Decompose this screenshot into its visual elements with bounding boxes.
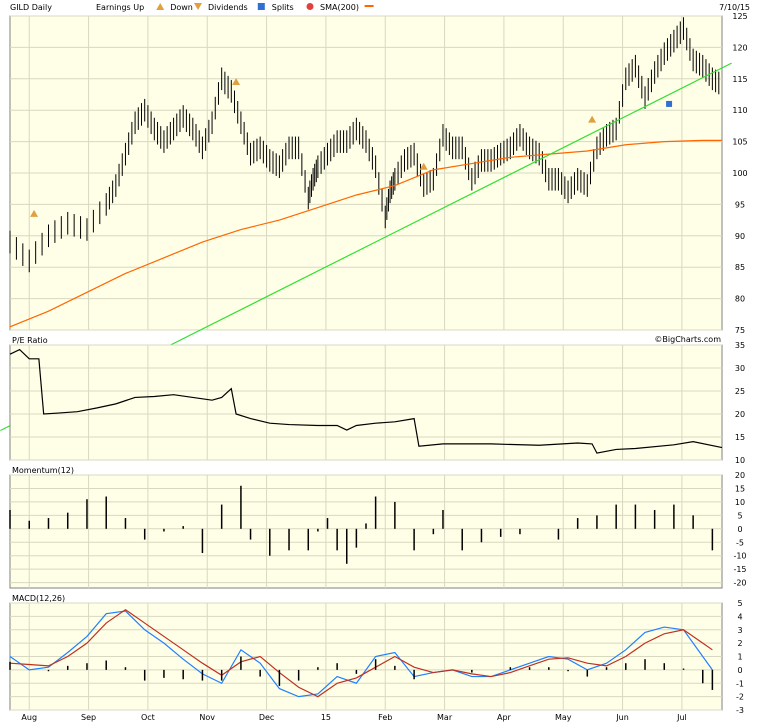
x-tick-label: Apr [497, 713, 512, 722]
x-tick-label: Oct [141, 713, 155, 722]
y-tick-label: 110 [732, 106, 747, 115]
y-tick-label: 15 [735, 433, 745, 442]
y-tick-label: -3 [736, 706, 744, 715]
earnings-up-icon [30, 209, 39, 217]
line-swatch-icon [364, 5, 374, 7]
panel-title: Momentum(12) [12, 466, 74, 475]
y-tick-label: 80 [735, 295, 745, 304]
y-tick-label: 105 [732, 138, 747, 147]
x-tick-label: Nov [199, 713, 215, 722]
legend-label: Dividends [208, 3, 248, 12]
legend-label: Down [170, 3, 193, 12]
y-tick-label: -20 [733, 579, 746, 588]
y-tick-label: 1 [737, 653, 742, 662]
y-tick-label: 120 [732, 43, 747, 52]
y-tick-label: 95 [735, 200, 745, 209]
panel-momentum: -20 -15 -10 -5 0 5 10 15 20 Momentum(12) [9, 466, 747, 589]
x-tick-label: Feb [378, 713, 392, 722]
panel-title: P/E Ratio [12, 336, 48, 345]
y-tick-label: -15 [733, 565, 746, 574]
legend-label: SMA(200) [320, 3, 359, 12]
y-tick-label: 125 [732, 12, 747, 21]
earnings-up-icon [232, 77, 241, 85]
earnings-up-icon [419, 162, 428, 170]
y-tick-label: 90 [735, 232, 745, 241]
y-tick-label: 3 [737, 626, 742, 635]
legend-label: Earnings Up [96, 3, 144, 12]
y-tick-label: 15 [735, 484, 745, 493]
y-tick-label: 100 [732, 169, 747, 178]
s-circle-icon [306, 3, 314, 10]
panel-background [9, 344, 723, 461]
y-tick-label: 25 [735, 387, 745, 396]
watermark-text: ©BigCharts.com [654, 335, 721, 344]
y-tick-label: -5 [736, 538, 744, 547]
legend-label: Splits [272, 3, 294, 12]
legend: Earnings Up Down Dividends Splits SMA(200) [96, 3, 374, 12]
panel-title: MACD(12,26) [12, 594, 65, 603]
y-tick-label: 75 [735, 326, 745, 335]
y-tick-label: 5 [737, 511, 742, 520]
dividend-icon [666, 100, 673, 107]
x-tick-label: Aug [21, 713, 37, 722]
series-line-line [9, 608, 713, 698]
x-tick-label: Sep [81, 713, 96, 722]
x-tick-label: May [555, 713, 572, 722]
series-line-line [9, 610, 713, 698]
y-tick-label: -10 [733, 552, 746, 561]
series-line-sma [9, 139, 722, 328]
y-tick-label: 30 [735, 364, 745, 373]
y-tick-label: 20 [735, 410, 745, 419]
chart-title: GILD Daily [10, 3, 52, 12]
y-tick-label: 10 [735, 456, 745, 465]
y-tick-label: -1 [736, 679, 744, 688]
y-tick-label: 4 [737, 612, 742, 621]
y-tick-label: -2 [736, 693, 744, 702]
series-line-line [9, 348, 723, 454]
panel-price: 75 80 85 90 95 100 105 110 115 120 125 [0, 12, 748, 432]
y-tick-label: 115 [732, 75, 747, 84]
x-tick-label: Mar [437, 713, 453, 722]
y-tick-label: 10 [735, 498, 745, 507]
earnings-up-icon [588, 115, 597, 123]
panel-pe: 10 15 20 25 30 35 P/E Ratio [9, 336, 745, 465]
x-tick-label: Jun [615, 713, 629, 722]
d-square-icon [257, 3, 265, 10]
panel-macd: -3 -2 -1 0 1 2 3 4 5 MACD(12,26) [9, 594, 744, 715]
y-tick-label: 0 [737, 666, 742, 675]
x-tick-label: Jul [676, 713, 687, 722]
x-tick-label: Dec [259, 713, 274, 722]
y-tick-label: 35 [735, 341, 745, 350]
y-tick-label: 20 [735, 471, 745, 480]
y-tick-label: 2 [737, 639, 742, 648]
y-tick-label: 5 [737, 599, 742, 608]
panel-background [9, 474, 723, 589]
triangle-up-icon [156, 3, 165, 10]
chart-date: 7/10/15 [719, 3, 750, 12]
x-tick-label: 15 [321, 713, 331, 722]
y-tick-label: 85 [735, 263, 745, 272]
triangle-down-icon [194, 3, 202, 10]
y-tick-label: 0 [737, 525, 742, 534]
